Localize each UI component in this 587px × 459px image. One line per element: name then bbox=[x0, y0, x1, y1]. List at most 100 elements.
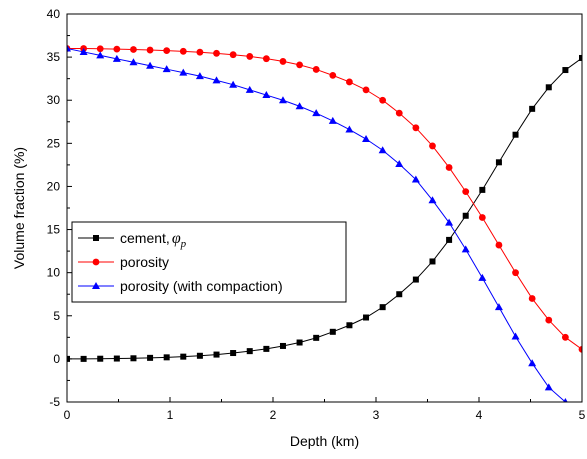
data-point bbox=[563, 398, 568, 402]
series-3 bbox=[67, 44, 568, 402]
data-point bbox=[395, 109, 403, 117]
legend-symbol: φ bbox=[172, 230, 181, 247]
data-point bbox=[113, 45, 121, 53]
data-point bbox=[362, 135, 371, 143]
series-1 bbox=[67, 54, 582, 362]
data-point bbox=[313, 334, 320, 341]
data-point bbox=[378, 146, 387, 154]
data-point bbox=[346, 322, 353, 329]
data-point bbox=[67, 44, 71, 52]
y-axis-title: Volume fraction (%) bbox=[11, 147, 27, 269]
data-point bbox=[296, 61, 303, 69]
data-point bbox=[494, 303, 503, 311]
data-point bbox=[130, 46, 137, 53]
legend-label: cement, bbox=[120, 230, 170, 246]
data-point bbox=[278, 96, 287, 104]
x-tick-label: 4 bbox=[476, 408, 483, 422]
y-tick-label: 0 bbox=[53, 352, 60, 366]
data-point bbox=[180, 353, 187, 360]
data-point bbox=[163, 47, 171, 55]
data-point bbox=[512, 131, 519, 138]
axes-layer: 0 1 2 3 4 5 -5 0 5 10 15 20 25 30 35 40 bbox=[47, 7, 586, 422]
legend-subscript: p bbox=[180, 238, 187, 250]
data-point bbox=[229, 51, 237, 59]
data-point bbox=[196, 48, 204, 56]
legend-label: porosity (with compaction) bbox=[120, 278, 283, 294]
data-point bbox=[79, 47, 88, 55]
data-point bbox=[529, 105, 536, 112]
data-point bbox=[195, 72, 204, 80]
data-point bbox=[328, 116, 337, 124]
y-tick-label: 15 bbox=[47, 223, 61, 237]
data-point bbox=[544, 383, 553, 391]
data-point bbox=[561, 333, 569, 341]
data-point bbox=[462, 212, 469, 219]
legend-label: porosity bbox=[120, 254, 169, 270]
data-point bbox=[478, 214, 486, 221]
data-point bbox=[213, 351, 220, 358]
x-axis-title: Depth (km) bbox=[290, 433, 359, 449]
x-tick-label: 2 bbox=[270, 408, 277, 422]
data-point bbox=[147, 354, 154, 361]
data-point bbox=[113, 355, 120, 362]
data-point bbox=[296, 339, 303, 346]
data-point bbox=[96, 51, 105, 59]
series-2 bbox=[67, 45, 582, 353]
data-point bbox=[295, 102, 304, 110]
data-point bbox=[528, 295, 536, 302]
data-point bbox=[230, 350, 237, 357]
data-point bbox=[162, 65, 171, 73]
data-point bbox=[429, 258, 436, 265]
data-point bbox=[246, 348, 253, 355]
data-point bbox=[80, 355, 87, 362]
data-point bbox=[229, 80, 238, 88]
legend-marker bbox=[92, 258, 100, 266]
data-point bbox=[562, 67, 569, 74]
data-point bbox=[545, 316, 553, 324]
data-point bbox=[528, 359, 537, 367]
data-point bbox=[179, 47, 187, 55]
data-point bbox=[495, 241, 503, 249]
data-point bbox=[478, 273, 487, 281]
data-point bbox=[479, 186, 486, 193]
data-point bbox=[179, 68, 188, 76]
data-point bbox=[245, 85, 254, 93]
data-point bbox=[362, 86, 370, 94]
data-point bbox=[329, 328, 336, 335]
data-point bbox=[163, 354, 170, 361]
y-tick-label: 25 bbox=[47, 136, 61, 150]
data-point bbox=[379, 304, 386, 311]
data-point bbox=[428, 196, 437, 204]
data-point bbox=[578, 346, 582, 353]
x-tick-label: 0 bbox=[64, 408, 71, 422]
x-tick-label: 5 bbox=[579, 408, 586, 422]
y-tick-label: 40 bbox=[47, 7, 61, 21]
legend-marker bbox=[93, 235, 99, 241]
legend-marker bbox=[92, 282, 100, 289]
x-tick-label: 1 bbox=[167, 408, 174, 422]
data-point bbox=[395, 160, 404, 168]
legend-box bbox=[71, 221, 347, 303]
data-point bbox=[130, 355, 137, 362]
series-line bbox=[67, 47, 582, 350]
data-point bbox=[213, 49, 220, 57]
series-layer bbox=[67, 44, 582, 402]
y-tick-label: -5 bbox=[49, 395, 60, 409]
data-point bbox=[579, 54, 582, 61]
data-point bbox=[495, 159, 502, 166]
data-point bbox=[462, 188, 470, 196]
legend-item: porosity (with compaction) bbox=[78, 278, 283, 294]
data-point bbox=[312, 109, 321, 117]
data-point bbox=[429, 142, 436, 150]
data-point bbox=[511, 332, 520, 340]
y-tick-label: 35 bbox=[47, 50, 61, 64]
data-point bbox=[512, 269, 519, 277]
data-point bbox=[279, 58, 287, 65]
data-point bbox=[146, 46, 154, 54]
data-point bbox=[246, 53, 254, 60]
data-point bbox=[396, 291, 403, 298]
data-point bbox=[411, 175, 420, 183]
data-point bbox=[97, 355, 104, 362]
legend: cement, φ p porosity porosity (with compact… bbox=[71, 221, 347, 303]
data-point bbox=[445, 164, 453, 171]
